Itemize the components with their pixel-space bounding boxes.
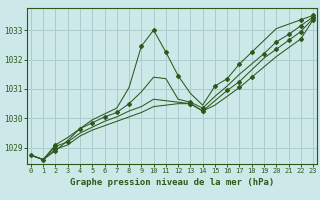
X-axis label: Graphe pression niveau de la mer (hPa): Graphe pression niveau de la mer (hPa): [70, 178, 274, 187]
